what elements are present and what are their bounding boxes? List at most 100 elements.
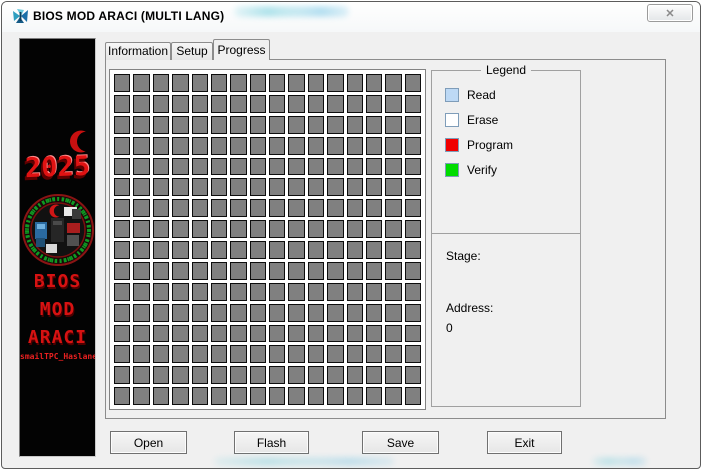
grid-cell	[172, 241, 189, 259]
grid-cell	[385, 199, 402, 218]
grid-cell	[404, 199, 421, 218]
grid-cell	[191, 387, 208, 405]
legend-label: Verify	[467, 163, 498, 177]
tab-progress[interactable]: Progress	[213, 39, 270, 60]
grid-cell	[307, 345, 325, 364]
grid-cell	[327, 387, 344, 405]
grid-cell	[327, 241, 344, 259]
grid-cell	[307, 178, 325, 197]
legend-label: Read	[467, 88, 496, 102]
flash-button[interactable]: Flash	[234, 431, 309, 454]
grid-cell	[172, 157, 189, 176]
grid-cell	[269, 115, 286, 134]
grid-cell	[191, 241, 208, 259]
grid-cell	[288, 220, 305, 238]
grid-cell	[385, 241, 402, 259]
close-button[interactable]: ✕	[647, 4, 693, 22]
grid-cell	[152, 241, 170, 259]
titlebar: BIOS MOD ARACI (MULTI LANG) ✕	[2, 2, 700, 32]
grid-cell	[133, 157, 150, 176]
grid-cell	[114, 345, 131, 364]
grid-cell	[365, 220, 383, 238]
legend-item-verify: Verify	[445, 163, 580, 177]
exit-button[interactable]: Exit	[487, 431, 562, 454]
banner-line-araci: ARACI	[27, 327, 88, 348]
grid-cell	[288, 345, 305, 364]
grid-cell	[269, 199, 286, 218]
grid-cell	[365, 94, 383, 113]
grid-cell	[133, 94, 150, 113]
grid-cell	[327, 303, 344, 322]
grid-cell	[152, 282, 170, 301]
grid-cell	[346, 220, 363, 238]
tab-setup[interactable]: Setup	[171, 42, 213, 60]
grid-cell	[230, 366, 247, 385]
grid-cell	[288, 157, 305, 176]
grid-cell	[269, 74, 286, 92]
grid-cell	[191, 366, 208, 385]
grid-cell	[230, 220, 247, 238]
banner-year: 2025	[24, 150, 91, 185]
open-button[interactable]: Open	[110, 431, 187, 454]
grid-cell	[385, 74, 402, 92]
grid-cell	[133, 220, 150, 238]
redacted-watermark	[592, 457, 647, 466]
grid-cell	[230, 136, 247, 155]
grid-cell	[191, 94, 208, 113]
grid-cell	[269, 303, 286, 322]
grid-cell	[404, 282, 421, 301]
grid-cell	[133, 178, 150, 197]
grid-cell	[230, 241, 247, 259]
grid-cell	[114, 324, 131, 343]
stage-label: Stage:	[446, 249, 481, 263]
grid-cell	[288, 199, 305, 218]
grid-cell	[365, 115, 383, 134]
legend-label: Program	[467, 138, 514, 152]
grid-cell	[365, 345, 383, 364]
grid-cell	[191, 261, 208, 280]
grid-cell	[133, 324, 150, 343]
grid-cell	[230, 303, 247, 322]
grid-cell	[114, 157, 131, 176]
grid-cell	[230, 94, 247, 113]
grid-cell	[385, 282, 402, 301]
grid-cell	[385, 94, 402, 113]
grid-cell	[269, 178, 286, 197]
grid-cell	[288, 136, 305, 155]
grid-cell	[288, 261, 305, 280]
grid-cell	[385, 324, 402, 343]
legend-item-program: Program	[445, 138, 580, 152]
grid-cell	[249, 157, 266, 176]
grid-cell	[152, 74, 170, 92]
grid-cell	[288, 324, 305, 343]
verify-swatch-icon	[445, 163, 459, 177]
grid-cell	[346, 324, 363, 343]
grid-cell	[210, 136, 228, 155]
grid-cell	[133, 241, 150, 259]
grid-cell	[385, 136, 402, 155]
tab-information[interactable]: Information	[105, 42, 171, 60]
grid-cell	[307, 74, 325, 92]
grid-cell	[327, 74, 344, 92]
grid-cell	[327, 366, 344, 385]
save-button[interactable]: Save	[362, 431, 439, 454]
grid-cell	[152, 157, 170, 176]
grid-cell	[210, 324, 228, 343]
grid-cell	[210, 157, 228, 176]
grid-cell	[114, 136, 131, 155]
grid-cell	[385, 345, 402, 364]
grid-cell	[191, 136, 208, 155]
grid-cell	[404, 366, 421, 385]
banner-title: BIOS MOD ARACI	[20, 271, 95, 355]
grid-cell	[230, 261, 247, 280]
grid-cell	[249, 366, 266, 385]
grid-cell	[269, 157, 286, 176]
banner-credit: smailTPC_Haslane	[20, 352, 96, 361]
crescent-icon	[70, 130, 94, 153]
legend-item-read: Read	[445, 88, 580, 102]
grid-cell	[385, 220, 402, 238]
grid-cell	[404, 241, 421, 259]
grid-cell	[249, 345, 266, 364]
grid-cell	[210, 303, 228, 322]
legend-title: Legend	[480, 63, 532, 77]
